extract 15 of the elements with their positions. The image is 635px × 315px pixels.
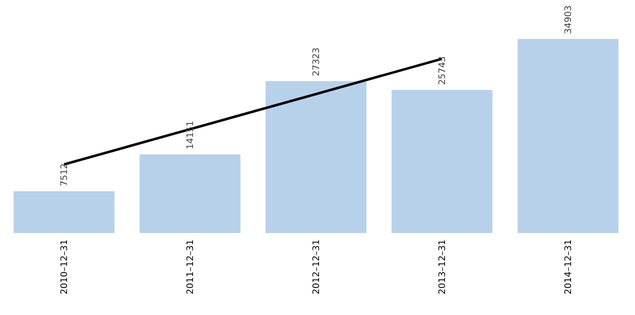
bar: [266, 81, 366, 233]
data-label: 27323: [312, 47, 322, 76]
data-label: 34903: [564, 5, 574, 34]
x-tick-label: 2011–12–31: [186, 240, 196, 294]
x-tick-label: 2013–12–31: [438, 240, 448, 294]
data-label: 25743: [438, 56, 448, 85]
bar: [392, 90, 492, 233]
x-tick-label: 2014–12–31: [564, 240, 574, 294]
bar: [14, 191, 114, 233]
data-label: 7512: [60, 163, 70, 186]
bar: [518, 39, 618, 233]
bar: [140, 154, 240, 233]
x-tick-label: 2012–12–31: [312, 240, 322, 294]
data-label: 14151: [186, 120, 196, 150]
x-tick-label: 2010–12–31: [60, 240, 70, 294]
